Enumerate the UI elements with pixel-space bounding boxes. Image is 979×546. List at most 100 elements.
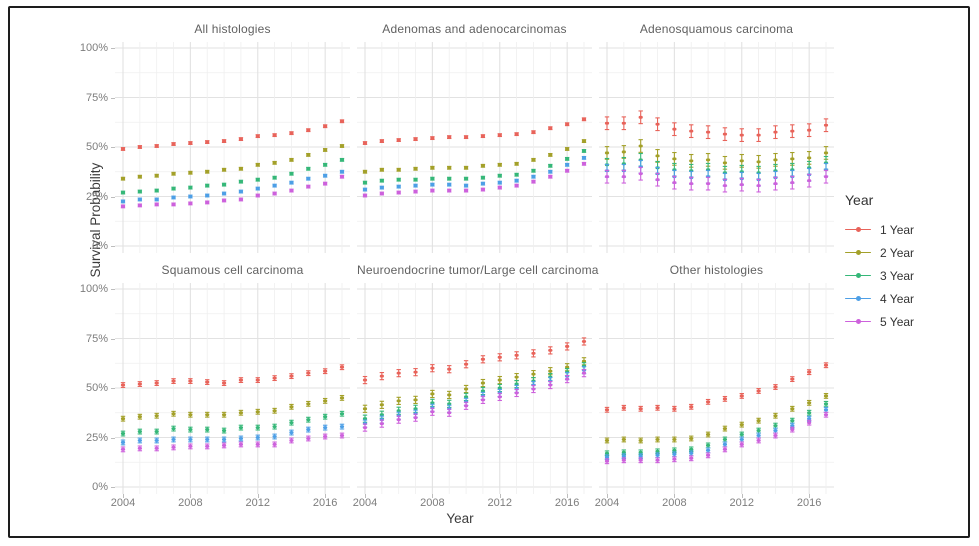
- data-point: [790, 419, 795, 423]
- data-point: [379, 192, 384, 195]
- data-point: [689, 405, 694, 409]
- x-tick-label: 2016: [554, 497, 580, 509]
- data-point: [379, 139, 384, 143]
- series-5-year: [120, 432, 345, 453]
- data-point: [379, 186, 384, 189]
- data-point: [255, 187, 260, 190]
- data-point: [689, 159, 694, 163]
- data-point: [339, 175, 345, 179]
- data-point: [790, 129, 795, 133]
- legend-key-icon: [845, 292, 871, 306]
- data-point: [497, 174, 502, 178]
- legend-item-3-year: 3 Year: [845, 264, 960, 287]
- panel-title: Other histologies: [669, 263, 764, 277]
- data-point: [773, 182, 778, 186]
- data-point: [289, 181, 294, 185]
- data-point: [463, 177, 469, 181]
- data-point: [548, 383, 553, 387]
- data-point: [463, 184, 469, 188]
- data-point: [823, 175, 829, 179]
- data-point: [655, 453, 660, 457]
- data-point: [638, 454, 643, 458]
- data-point: [756, 434, 761, 437]
- data-point: [171, 203, 176, 206]
- data-point: [137, 190, 142, 193]
- data-point: [705, 182, 711, 186]
- data-point: [621, 450, 626, 454]
- data-point: [790, 428, 795, 431]
- data-point: [480, 398, 486, 402]
- data-point: [480, 164, 486, 168]
- series-4-year: [120, 169, 345, 204]
- data-point: [638, 407, 643, 411]
- data-point: [238, 167, 244, 171]
- data-point: [339, 434, 345, 437]
- series-4-year: [120, 423, 345, 446]
- data-point: [379, 168, 384, 172]
- x-tick-label: 2012: [245, 497, 270, 509]
- data-point: [447, 183, 452, 187]
- data-point: [514, 173, 519, 177]
- data-point: [413, 190, 418, 193]
- data-point: [672, 127, 677, 131]
- data-point: [255, 194, 260, 197]
- data-point: [238, 426, 244, 429]
- y-tick-label: 50%: [85, 382, 108, 394]
- x-tick-label: 2004: [594, 497, 620, 509]
- data-point: [413, 398, 418, 402]
- y-tick-label: 100%: [79, 283, 108, 295]
- data-point: [548, 369, 553, 373]
- series-2-year: [120, 144, 345, 181]
- data-point: [430, 392, 435, 396]
- data-point: [756, 429, 761, 432]
- x-tick-label: 2004: [352, 497, 378, 509]
- series-3-year: [604, 400, 829, 457]
- data-point: [306, 437, 311, 440]
- data-point: [396, 168, 401, 172]
- data-point: [362, 378, 368, 382]
- y-tick-label: 0%: [92, 240, 108, 252]
- data-point: [548, 164, 553, 168]
- series-3-year: [604, 152, 829, 180]
- data-point: [655, 122, 660, 126]
- data-point: [205, 413, 210, 417]
- data-point: [171, 379, 176, 383]
- data-point: [722, 438, 728, 441]
- data-point: [396, 409, 401, 413]
- data-point: [379, 374, 384, 378]
- data-point: [272, 435, 277, 438]
- x-tick-label: 2012: [729, 497, 754, 509]
- data-point: [413, 416, 418, 420]
- data-point: [221, 444, 227, 447]
- data-point: [413, 178, 418, 182]
- data-point: [621, 175, 626, 179]
- data-point: [238, 137, 244, 141]
- data-point: [205, 428, 210, 431]
- data-point: [272, 376, 277, 380]
- data-point: [480, 357, 486, 361]
- data-point: [188, 413, 193, 417]
- data-point: [362, 417, 368, 421]
- data-point: [722, 184, 728, 188]
- data-point: [739, 438, 744, 441]
- facet-panel-adenomas-adenocarcinomas: [357, 42, 592, 253]
- data-point: [171, 446, 176, 449]
- data-point: [773, 414, 778, 418]
- data-point: [289, 158, 294, 162]
- data-point: [823, 394, 829, 398]
- facet-panel-all-histologies: [115, 42, 350, 253]
- data-point: [120, 432, 126, 435]
- series-2-year: [604, 139, 829, 170]
- y-tick-label: 25%: [85, 431, 108, 444]
- data-point: [289, 439, 294, 442]
- data-point: [531, 387, 536, 391]
- data-point: [655, 449, 660, 453]
- panel-title: Squamous cell carcinoma: [161, 263, 304, 277]
- data-point: [756, 184, 761, 188]
- data-point: [807, 128, 812, 132]
- data-point: [621, 458, 626, 462]
- data-point: [756, 419, 761, 423]
- data-point: [362, 141, 368, 145]
- data-point: [621, 406, 626, 410]
- data-point: [137, 175, 142, 179]
